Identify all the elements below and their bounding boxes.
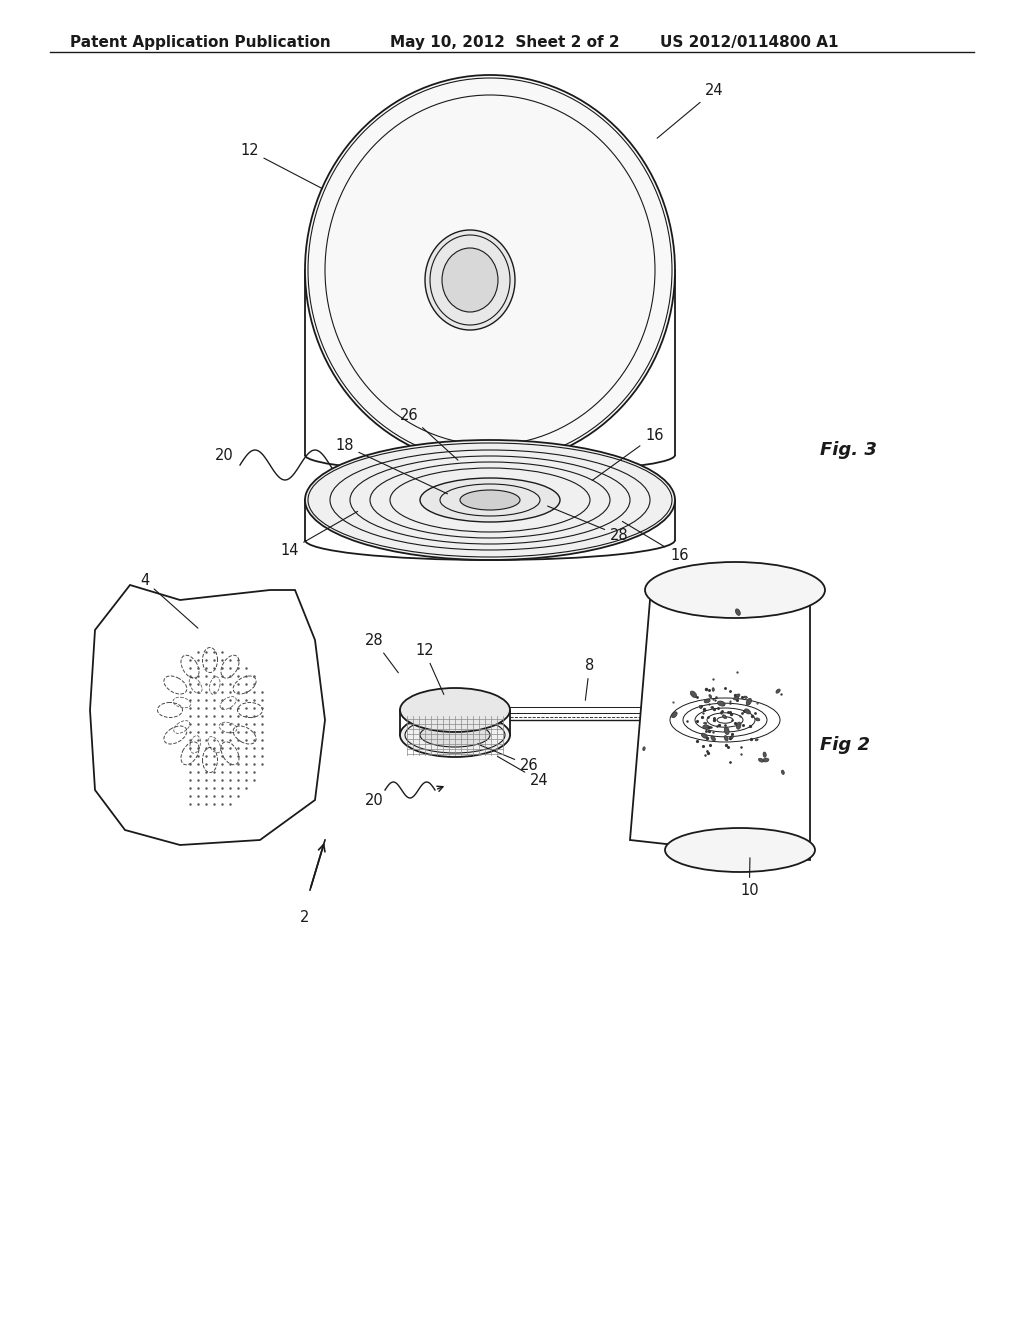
Text: 14: 14 [280, 511, 357, 558]
Text: 20: 20 [215, 447, 233, 462]
Ellipse shape [643, 747, 645, 751]
Text: 8: 8 [585, 657, 594, 700]
Ellipse shape [712, 688, 715, 692]
Ellipse shape [781, 770, 784, 775]
Ellipse shape [425, 230, 515, 330]
Ellipse shape [746, 698, 752, 705]
Ellipse shape [735, 694, 740, 697]
Text: 16: 16 [592, 428, 664, 480]
Text: 4: 4 [140, 573, 198, 628]
Polygon shape [630, 579, 810, 861]
Text: 12: 12 [240, 143, 323, 189]
Text: 28: 28 [365, 634, 398, 673]
Ellipse shape [744, 709, 751, 714]
Ellipse shape [460, 490, 520, 510]
Text: 10: 10 [740, 858, 759, 898]
Ellipse shape [305, 75, 675, 465]
Ellipse shape [776, 689, 780, 693]
Ellipse shape [672, 711, 677, 718]
Text: May 10, 2012  Sheet 2 of 2: May 10, 2012 Sheet 2 of 2 [390, 36, 620, 50]
Ellipse shape [709, 694, 712, 698]
Ellipse shape [763, 752, 766, 758]
Ellipse shape [756, 718, 760, 721]
Ellipse shape [665, 828, 815, 873]
Ellipse shape [711, 735, 716, 741]
Text: 24: 24 [498, 756, 549, 788]
Ellipse shape [420, 478, 560, 521]
Ellipse shape [736, 722, 741, 729]
Ellipse shape [705, 700, 710, 704]
Ellipse shape [743, 696, 748, 698]
Ellipse shape [763, 758, 769, 762]
Text: 12: 12 [415, 643, 443, 694]
Ellipse shape [759, 758, 764, 762]
Text: 20: 20 [365, 793, 384, 808]
Text: 16: 16 [623, 521, 688, 564]
Ellipse shape [756, 739, 758, 741]
Ellipse shape [699, 705, 701, 709]
Text: US 2012/0114800 A1: US 2012/0114800 A1 [660, 36, 839, 50]
Text: 18: 18 [335, 438, 447, 494]
Ellipse shape [733, 697, 738, 700]
Polygon shape [90, 585, 325, 845]
Ellipse shape [724, 735, 728, 741]
Ellipse shape [420, 723, 490, 747]
Ellipse shape [645, 562, 825, 618]
Ellipse shape [724, 727, 729, 734]
Text: 24: 24 [657, 83, 724, 139]
Ellipse shape [701, 733, 708, 738]
Text: Patent Application Publication: Patent Application Publication [70, 36, 331, 50]
Text: 26: 26 [477, 744, 539, 774]
Ellipse shape [442, 248, 498, 312]
Text: 28: 28 [548, 506, 629, 543]
Ellipse shape [305, 440, 675, 560]
Ellipse shape [735, 609, 740, 615]
Ellipse shape [400, 713, 510, 756]
Text: Fig. 3: Fig. 3 [820, 441, 877, 459]
Ellipse shape [703, 722, 707, 725]
Ellipse shape [718, 701, 725, 706]
Ellipse shape [722, 715, 727, 718]
Text: 2: 2 [300, 909, 309, 925]
Text: Fig 2: Fig 2 [820, 737, 870, 754]
Ellipse shape [690, 692, 696, 697]
Ellipse shape [731, 737, 733, 739]
Text: 26: 26 [400, 408, 458, 461]
Ellipse shape [702, 725, 709, 729]
Ellipse shape [400, 688, 510, 733]
